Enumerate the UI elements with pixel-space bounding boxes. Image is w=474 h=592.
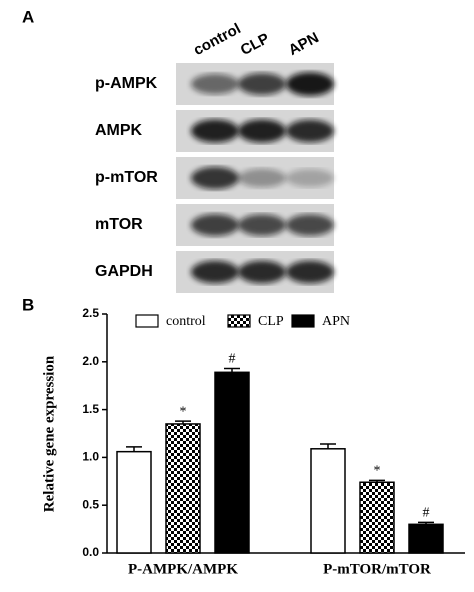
legend-label: APN <box>322 314 350 329</box>
band <box>191 260 239 284</box>
legend-swatch <box>227 314 251 328</box>
significance: * <box>374 464 381 479</box>
band <box>191 73 239 95</box>
bar <box>214 371 250 554</box>
y-tick-label: 2.5 <box>82 306 99 320</box>
bar <box>408 523 444 554</box>
band <box>238 214 286 236</box>
band <box>238 119 286 143</box>
band <box>286 260 334 284</box>
bar <box>116 450 152 554</box>
y-tick-label: 0.5 <box>82 497 99 511</box>
error-bar <box>320 443 336 449</box>
y-tick-label: 2.0 <box>82 354 99 368</box>
protein-label: GAPDH <box>95 263 153 280</box>
error-bar <box>126 446 142 452</box>
panel-label: B <box>22 295 34 314</box>
x-tick-label: P-AMPK/AMPK <box>128 561 238 577</box>
panel-label: A <box>22 7 34 26</box>
y-tick-label: 0.0 <box>82 545 99 559</box>
significance: * <box>180 404 187 419</box>
protein-label: p-mTOR <box>95 169 158 186</box>
legend-label: CLP <box>258 314 284 329</box>
significance: # <box>229 352 236 367</box>
bar <box>310 448 346 554</box>
protein-label: p-AMPK <box>95 75 158 92</box>
y-tick-label: 1.5 <box>82 402 99 416</box>
band <box>238 73 286 95</box>
band <box>191 166 239 190</box>
legend-swatch <box>135 314 159 328</box>
band <box>286 169 334 187</box>
band <box>238 260 286 284</box>
x-tick-label: P-mTOR/mTOR <box>323 561 431 577</box>
band <box>286 214 334 236</box>
lane-label: APN <box>286 29 322 59</box>
error-bar <box>369 479 385 483</box>
band <box>238 168 286 188</box>
error-bar <box>175 420 191 424</box>
band <box>191 214 239 236</box>
y-tick-label: 1.0 <box>82 450 99 464</box>
legend-swatch <box>291 314 315 328</box>
bar <box>359 481 395 554</box>
y-axis-label: Relative gene expression <box>41 355 57 512</box>
error-bar <box>418 521 434 525</box>
band <box>191 119 239 143</box>
bar <box>165 423 201 554</box>
error-bar <box>224 367 240 373</box>
band <box>286 119 334 143</box>
legend-label: control <box>166 314 206 329</box>
band <box>286 72 334 96</box>
protein-label: mTOR <box>95 216 143 233</box>
significance: # <box>423 506 430 521</box>
protein-label: AMPK <box>95 122 143 139</box>
lane-label: control <box>191 20 244 59</box>
